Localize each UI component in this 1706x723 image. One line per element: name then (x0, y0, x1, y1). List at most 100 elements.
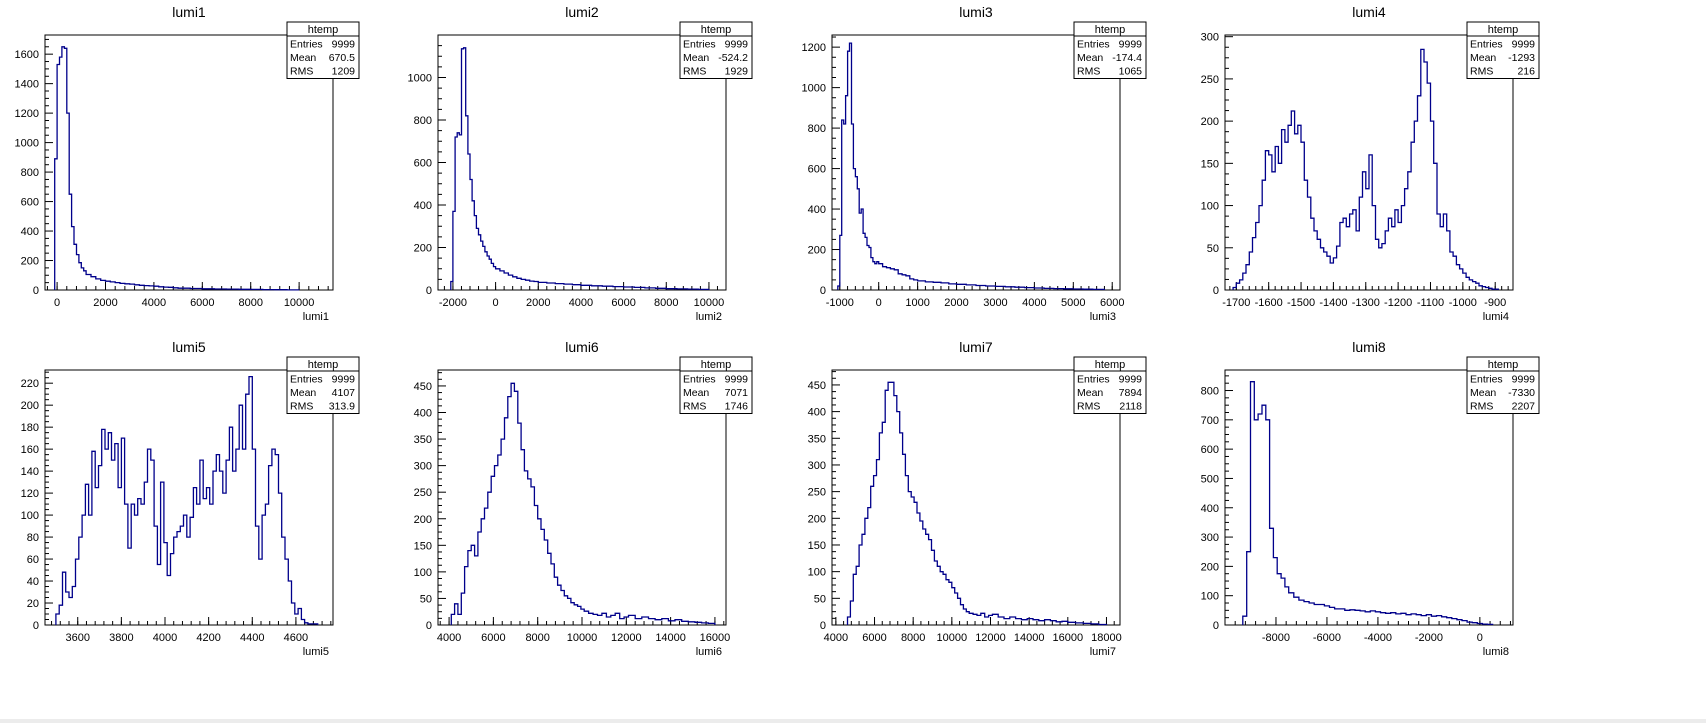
histogram-bin (485, 508, 488, 625)
stats-title: htemp (1095, 359, 1126, 371)
histogram-bin (86, 275, 91, 290)
histogram-bin (476, 228, 478, 290)
histogram-bin (602, 613, 606, 625)
x-axis: -8000 -6000 -4000 -2000 0 (1234, 617, 1511, 644)
histogram-bin (1411, 614, 1416, 625)
histogram-bin (223, 493, 226, 625)
histogram-outline (1242, 381, 1494, 626)
x-tick-label: 12000 (975, 632, 1006, 644)
histogram-bin (846, 96, 848, 290)
stats-label-entries: Entries (683, 39, 716, 51)
histogram-bin (210, 504, 213, 625)
plot-frame (831, 34, 1121, 291)
stats-box: htemp Entries 9999 Mean -1293 RMS 216 (1466, 21, 1540, 79)
histogram-bin (844, 124, 846, 290)
stats-value-mean: -1293 (1508, 52, 1535, 64)
x-tick-label: 6000 (481, 632, 505, 644)
stats-box: htemp Entries 9999 Mean -174.4 RMS 1065 (1073, 21, 1147, 79)
y-tick-label: 200 (1201, 116, 1219, 128)
x-tick-label: 2000 (526, 297, 550, 309)
histogram-bin (859, 213, 861, 290)
x-tick-label: 4000 (569, 297, 593, 309)
histogram-outline (450, 382, 716, 625)
histogram-bin (888, 382, 891, 625)
y-tick-label: 400 (808, 407, 826, 419)
histogram-bin (882, 422, 885, 625)
histogram-bin (521, 279, 525, 290)
histogram-bin (862, 534, 865, 625)
histogram-bin (459, 135, 461, 290)
histogram-bin (530, 281, 534, 290)
histogram-bin (521, 450, 524, 625)
histogram-bin (69, 598, 72, 625)
histogram-bin (1278, 163, 1281, 290)
histogram-bin (110, 282, 115, 290)
stats-value-rms: 1929 (725, 66, 749, 78)
histogram-bin (475, 556, 478, 625)
histogram-bin (1350, 610, 1355, 625)
y-tick-label: 80 (27, 532, 39, 544)
histogram-panel-lumi2: lumi2 0 200 400 600 800 1000 -2000 0 2000 4000 6000… (408, 4, 753, 323)
histogram-bin (911, 497, 914, 625)
x-tick-label: -1500 (1287, 297, 1315, 309)
histogram-bin (138, 499, 141, 625)
y-tick-label: 120 (21, 488, 39, 500)
x-tick-label: -1700 (1222, 297, 1250, 309)
histogram-bin (611, 615, 615, 625)
stats-value-mean: 4107 (332, 387, 356, 399)
stats-value-rms: 1209 (332, 66, 356, 78)
histogram-bin (125, 284, 130, 290)
x-tick-label: 2000 (944, 297, 968, 309)
y-tick-label: 0 (33, 620, 39, 632)
y-tick-label: 1000 (408, 73, 432, 85)
y-tick-label: 160 (21, 444, 39, 456)
y-axis: 0 50 100 150 200 250 300 350 400 450 (414, 372, 446, 632)
x-tick-label: -8000 (1262, 632, 1290, 644)
histogram-bin (929, 540, 932, 625)
stats-value-entries: 9999 (725, 39, 749, 51)
y-axis: 0 50 100 150 200 250 300 350 400 450 (808, 371, 840, 632)
y-tick-label: 400 (21, 226, 39, 238)
stats-label-entries: Entries (683, 374, 716, 386)
histogram-bin (992, 614, 998, 625)
stats-box: htemp Entries 9999 Mean 7071 RMS 1746 (679, 356, 753, 414)
y-axis: 0 50 100 150 200 250 300 (1201, 32, 1233, 297)
histogram-bin (555, 284, 564, 290)
histogram-bin (1010, 617, 1016, 625)
histogram-bin (265, 504, 268, 625)
y-axis: 0 100 200 300 400 500 600 700 800 (1201, 375, 1233, 632)
x-tick-label: 6000 (190, 297, 214, 309)
histogram-bin (891, 382, 894, 625)
histogram-bin (130, 284, 135, 290)
stats-value-mean: 670.5 (329, 52, 355, 64)
histogram-bin (128, 548, 131, 625)
histogram-bin (900, 433, 903, 625)
histogram-bin (853, 169, 855, 290)
x-tick-label: 4200 (196, 632, 220, 644)
histogram-bin (180, 526, 183, 625)
histogram-panel-lumi1: lumi1 0 200 400 600 800 1000 1200 1400 1600 0 2000 4… (15, 4, 360, 323)
y-axis: 0 200 400 600 800 1000 1200 (802, 36, 840, 297)
histogram-bin (868, 508, 871, 625)
stats-title: htemp (701, 24, 732, 36)
y-tick-label: 250 (414, 487, 432, 499)
histogram-bin (648, 619, 655, 625)
x-tick-label: -6000 (1313, 632, 1341, 644)
x-tick-label: -1100 (1417, 297, 1444, 309)
histogram-bin (890, 269, 894, 290)
y-tick-label: 200 (414, 514, 432, 526)
x-axis-label: lumi4 (1483, 311, 1509, 323)
y-tick-label: 150 (808, 540, 826, 552)
y-tick-label: 200 (21, 400, 39, 412)
y-tick-label: 100 (808, 567, 826, 579)
stats-box: htemp Entries 9999 Mean 7894 RMS 2118 (1073, 356, 1147, 414)
stats-label-mean: Mean (1470, 387, 1496, 399)
y-tick-label: 60 (27, 554, 39, 566)
histogram-bin (112, 460, 115, 625)
histogram-bin (295, 614, 298, 625)
x-tick-label: 4600 (284, 632, 308, 644)
x-tick-label: 6000 (1100, 297, 1124, 309)
y-tick-label: 100 (414, 567, 432, 579)
histogram-bin (908, 492, 911, 625)
